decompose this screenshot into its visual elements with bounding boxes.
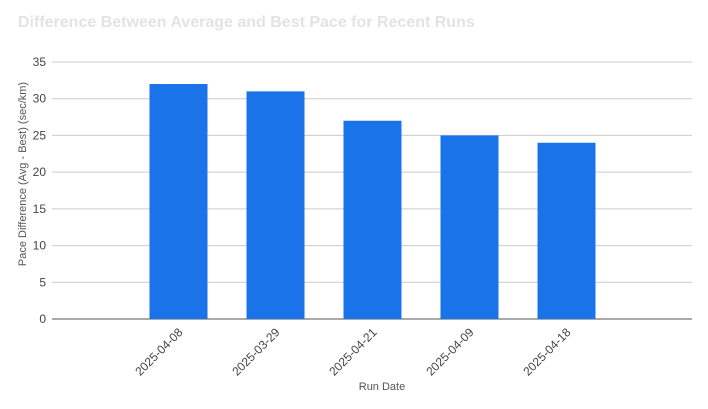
bar xyxy=(343,120,402,319)
y-tick-label: 30 xyxy=(33,92,47,106)
y-tick-label: 5 xyxy=(39,275,46,289)
bar xyxy=(537,142,596,319)
x-axis-title: Run Date xyxy=(359,381,405,393)
chart-title: Difference Between Average and Best Pace… xyxy=(18,14,475,31)
x-tick-label: 2025-04-09 xyxy=(423,325,477,379)
y-tick-label: 15 xyxy=(33,202,47,216)
y-tick-label: 20 xyxy=(33,165,47,179)
x-tick-label: 2025-04-08 xyxy=(132,325,186,379)
y-tick-label: 0 xyxy=(39,312,46,326)
y-axis-title: Pace Difference (Avg - Best) (sec/km) xyxy=(17,82,29,266)
y-tick-label: 25 xyxy=(33,128,47,142)
bars xyxy=(149,84,596,320)
bar xyxy=(440,135,499,319)
bar xyxy=(149,84,208,320)
y-tick-label: 35 xyxy=(33,55,47,69)
x-axis-ticks: 2025-04-08 2025-03-29 2025-04-21 2025-04-09… xyxy=(132,325,574,379)
x-tick-label: 2025-04-21 xyxy=(326,325,380,379)
x-tick-label: 2025-03-29 xyxy=(229,325,283,379)
x-tick-label: 2025-04-18 xyxy=(520,325,574,379)
y-tick-label: 10 xyxy=(33,239,47,253)
y-axis-ticks: 0 5 10 15 20 25 30 35 xyxy=(33,55,47,326)
bar xyxy=(246,91,305,319)
